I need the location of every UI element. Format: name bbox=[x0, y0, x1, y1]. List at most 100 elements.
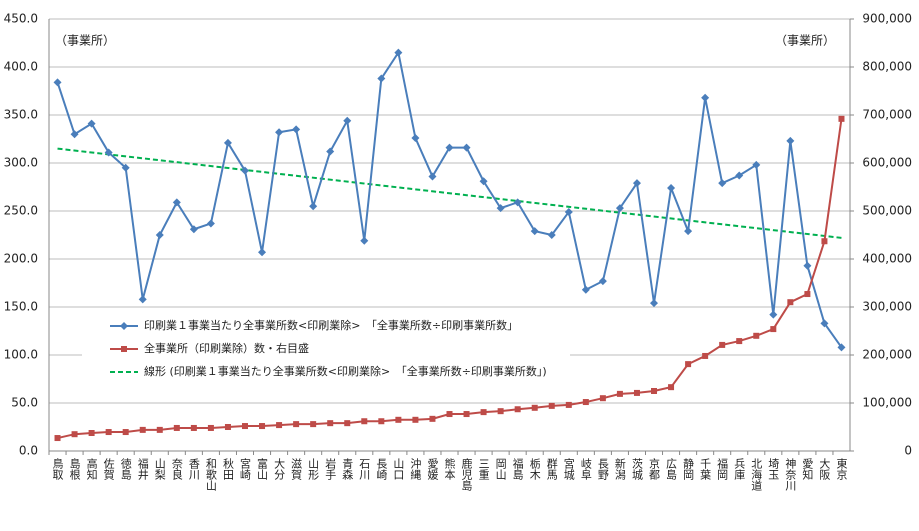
marker bbox=[701, 93, 710, 102]
x-tick-label: 静岡 bbox=[682, 457, 695, 481]
y-tick-label: 200.0 bbox=[4, 252, 38, 266]
y2-tick-label: 100,000 bbox=[862, 396, 912, 410]
marker bbox=[530, 227, 539, 236]
marker bbox=[786, 136, 795, 145]
marker bbox=[70, 130, 79, 139]
marker bbox=[343, 116, 352, 125]
marker bbox=[702, 352, 709, 359]
x-tick-label: 群馬 bbox=[545, 457, 558, 481]
x-tick-label: 青森 bbox=[341, 458, 354, 481]
x-tick-label: 佐賀 bbox=[102, 457, 115, 481]
x-tick-label: 千葉 bbox=[699, 458, 712, 480]
marker bbox=[71, 431, 78, 438]
marker bbox=[514, 406, 521, 413]
marker bbox=[684, 227, 693, 236]
x-tick-label: 秋田 bbox=[221, 457, 234, 480]
marker bbox=[259, 423, 266, 430]
left-axis-unit: （事業所） bbox=[55, 34, 115, 48]
x-tick-label: 石川 bbox=[358, 458, 371, 480]
marker bbox=[667, 183, 676, 192]
marker bbox=[616, 390, 623, 397]
x-tick-label: 宮城 bbox=[562, 457, 575, 480]
marker bbox=[547, 231, 556, 239]
x-tick-label: 広島 bbox=[665, 458, 678, 481]
y2-tick-label: 200,000 bbox=[862, 348, 912, 362]
marker bbox=[736, 338, 743, 345]
marker bbox=[139, 426, 146, 433]
marker bbox=[138, 295, 147, 304]
marker bbox=[378, 418, 385, 425]
marker bbox=[565, 401, 572, 408]
x-tick-label: 鳥取 bbox=[51, 457, 64, 481]
marker bbox=[769, 310, 778, 319]
x-tick-label: 岐阜 bbox=[579, 458, 592, 481]
marker bbox=[581, 285, 590, 294]
x-tick-label: 兵庫 bbox=[733, 458, 746, 481]
marker bbox=[223, 138, 232, 147]
x-tick-label: 沖縄 bbox=[409, 458, 422, 480]
marker bbox=[224, 424, 231, 430]
x-tick-label: 三重 bbox=[477, 458, 490, 480]
x-tick-label: 宮崎 bbox=[238, 457, 251, 480]
marker bbox=[479, 177, 488, 186]
legend-marker bbox=[121, 346, 127, 352]
marker bbox=[207, 424, 214, 431]
x-tick-label: 岡山 bbox=[494, 458, 507, 480]
x-tick-label: 福岡 bbox=[716, 457, 729, 481]
marker bbox=[821, 238, 828, 245]
x-tick-label: 福島 bbox=[511, 457, 524, 481]
x-tick-label: 熊本 bbox=[443, 457, 456, 481]
marker bbox=[548, 402, 555, 409]
y-tick-label: 150.0 bbox=[4, 300, 38, 314]
marker bbox=[326, 147, 335, 156]
marker bbox=[531, 404, 538, 411]
marker bbox=[276, 422, 283, 429]
trendline bbox=[57, 147, 842, 239]
legend-label: 印刷業１事業当たり全事業所数<印刷業除> 「全事業所数÷印刷事業所数」 bbox=[144, 318, 518, 332]
marker bbox=[564, 207, 573, 216]
marker bbox=[122, 429, 129, 436]
legend-marker bbox=[120, 322, 128, 330]
marker bbox=[258, 248, 267, 257]
marker bbox=[293, 421, 300, 428]
marker bbox=[206, 219, 215, 228]
y-tick-label: 0.0 bbox=[19, 444, 38, 458]
marker bbox=[53, 78, 62, 87]
marker bbox=[189, 225, 198, 234]
x-tick-label: 埼玉 bbox=[767, 457, 780, 480]
legend-label: 全事業所（印刷業除）数・右目盛 bbox=[144, 341, 309, 355]
marker bbox=[429, 415, 436, 422]
marker bbox=[496, 204, 505, 213]
marker bbox=[598, 277, 607, 286]
x-tick-label: 長野 bbox=[596, 458, 609, 480]
marker bbox=[462, 143, 471, 152]
y-tick-label: 450.0 bbox=[4, 12, 38, 26]
marker bbox=[156, 426, 163, 433]
x-tick-label: 富山 bbox=[256, 457, 269, 480]
y2-tick-label: 800,000 bbox=[862, 60, 912, 74]
y-tick-label: 350.0 bbox=[4, 108, 38, 122]
marker bbox=[718, 179, 727, 188]
marker bbox=[310, 421, 317, 428]
marker bbox=[753, 332, 760, 339]
marker bbox=[803, 261, 812, 270]
right-axis-unit: （事業所） bbox=[775, 34, 835, 48]
x-tick-label: 茨城 bbox=[630, 457, 643, 480]
marker bbox=[668, 384, 675, 391]
marker bbox=[412, 416, 419, 423]
marker bbox=[394, 48, 403, 57]
marker bbox=[172, 198, 181, 207]
y-tick-label: 400.0 bbox=[4, 60, 38, 74]
x-tick-label: 和歌山 bbox=[204, 458, 217, 491]
marker bbox=[361, 418, 368, 425]
y-tick-label: 250.0 bbox=[4, 204, 38, 218]
legend-label: 線形 (印刷業１事業当たり全事業所数<印刷業除> 「全事業所数÷印刷事業所数」) bbox=[144, 364, 547, 378]
x-tick-label: 長崎 bbox=[375, 458, 388, 480]
x-tick-label: 山梨 bbox=[153, 458, 166, 481]
x-tick-label: 山形 bbox=[307, 458, 320, 481]
x-tick-label: 香川 bbox=[187, 458, 200, 480]
marker bbox=[241, 423, 248, 430]
y2-tick-label: 400,000 bbox=[862, 252, 912, 266]
x-tick-label: 大阪 bbox=[818, 457, 831, 481]
marker bbox=[292, 125, 301, 134]
